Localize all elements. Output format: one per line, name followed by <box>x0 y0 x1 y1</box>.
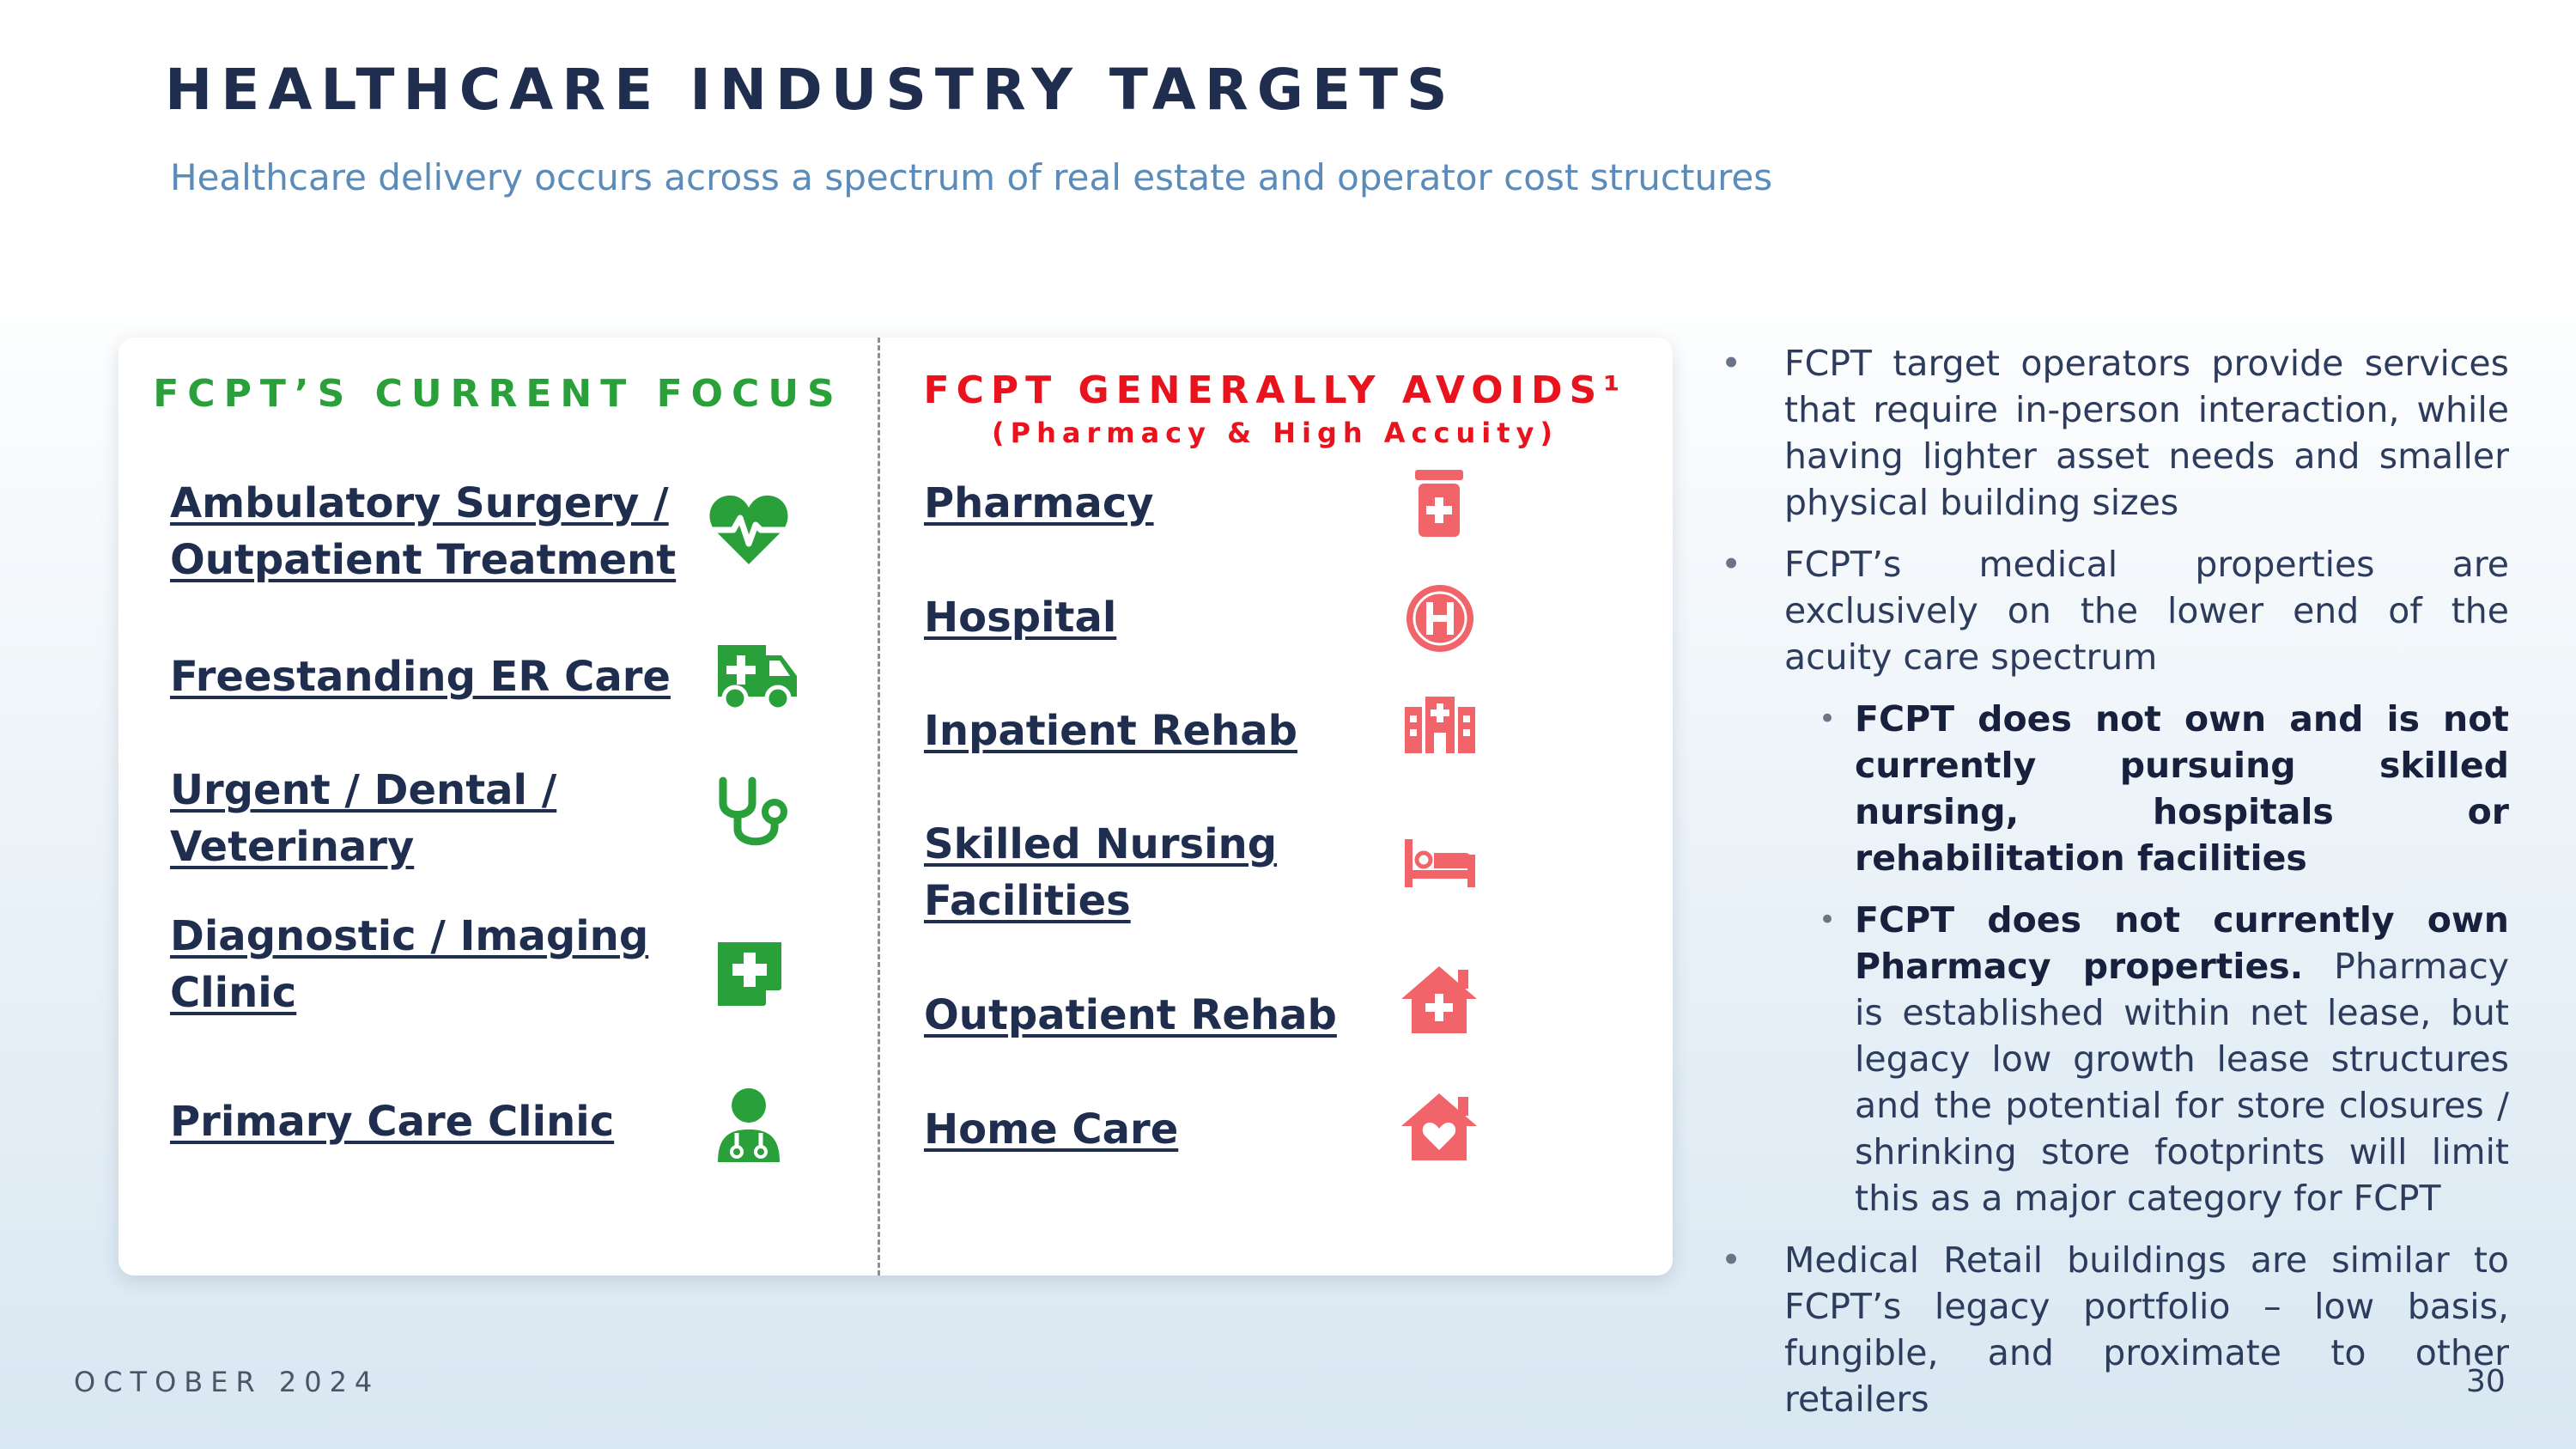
focus-item-ambulatory-surgery[interactable]: Ambulatory Surgery / Outpatient Treatment <box>170 479 677 584</box>
footer-date: OCTOBER 2024 <box>74 1366 380 1398</box>
house-medical-icon <box>1401 966 1477 1033</box>
sub-bullet-item: FCPT does not currently own Pharmacy pro… <box>1717 897 2509 1221</box>
house-heart-icon <box>1401 1093 1477 1160</box>
pill-bottle-icon <box>1415 470 1463 537</box>
bullet-item: FCPT’s medical properties are exclusivel… <box>1717 541 2509 680</box>
avoid-item-inpatient-rehab[interactable]: Inpatient Rehab <box>924 707 1297 755</box>
focus-heading: FCPT’S CURRENT FOCUS <box>153 372 843 416</box>
avoid-item-hospital[interactable]: Hospital <box>924 594 1117 642</box>
medical-file-icon <box>718 942 781 1006</box>
avoids-heading: FCPT GENERALLY AVOIDS¹ <box>923 368 1627 412</box>
heart-pulse-icon <box>709 495 788 564</box>
avoid-item-outpatient-rehab[interactable]: Outpatient Rehab <box>924 991 1337 1039</box>
avoids-subheading: (Pharmacy & High Accuity) <box>992 417 1558 449</box>
focus-item-freestanding-er[interactable]: Freestanding ER Care <box>170 653 671 701</box>
avoid-item-pharmacy[interactable]: Pharmacy <box>924 479 1154 527</box>
ambulance-icon <box>718 645 797 712</box>
hospital-h-icon <box>1406 585 1473 652</box>
column-divider <box>878 338 880 1275</box>
targets-card: FCPT’S CURRENT FOCUS FCPT GENERALLY AVOI… <box>118 338 1673 1275</box>
bullet-list: FCPT target operators provide services t… <box>1717 340 2509 1438</box>
page-subtitle: Healthcare delivery occurs across a spec… <box>170 156 1773 198</box>
bed-icon <box>1405 839 1475 887</box>
bullet-item: FCPT target operators provide services t… <box>1717 340 2509 526</box>
focus-item-urgent-dental-veterinary[interactable]: Urgent / Dental / Veterinary <box>170 766 557 871</box>
bullet-item: Medical Retail buildings are similar to … <box>1717 1237 2509 1422</box>
focus-item-primary-care[interactable]: Primary Care Clinic <box>170 1098 615 1146</box>
hospital-building-icon <box>1405 697 1475 753</box>
avoid-item-home-care[interactable]: Home Care <box>924 1105 1179 1154</box>
focus-item-diagnostic-imaging[interactable]: Diagnostic / Imaging Clinic <box>170 912 649 1017</box>
sub-bullet-item: FCPT does not own and is not currently p… <box>1717 696 2509 881</box>
page-number: 30 <box>2466 1364 2506 1399</box>
doctor-icon <box>718 1088 780 1162</box>
page-title: HEALTHCARE INDUSTRY TARGETS <box>165 57 1456 123</box>
avoid-item-skilled-nursing[interactable]: Skilled Nursing Facilities <box>924 820 1278 925</box>
stethoscope-icon <box>719 776 787 846</box>
